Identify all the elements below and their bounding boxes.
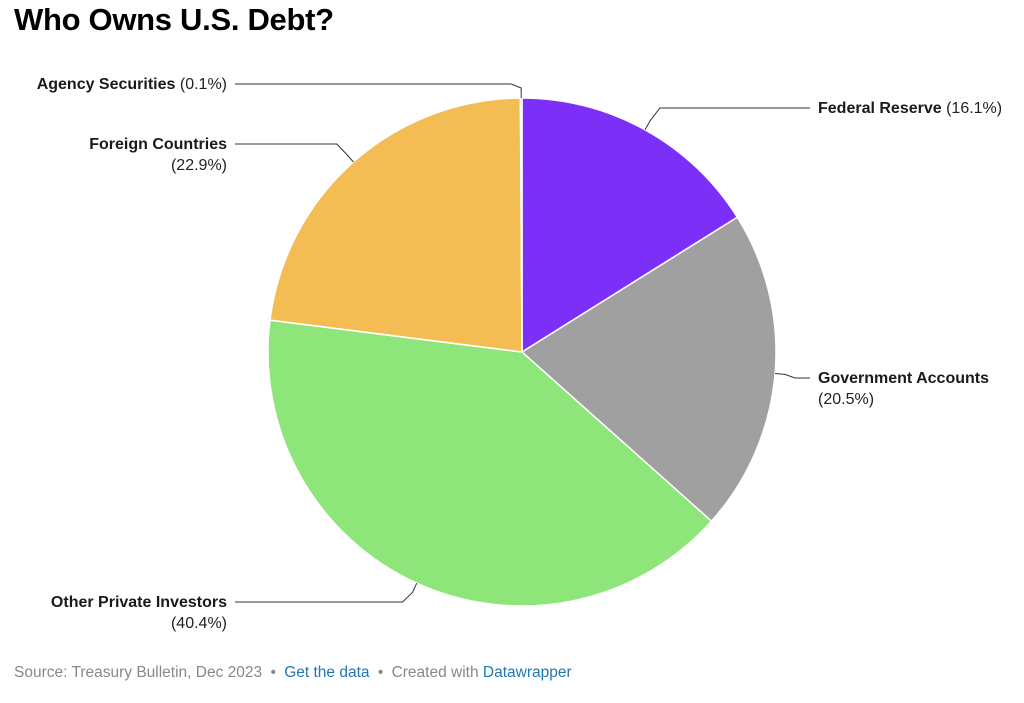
slice-value: (22.9%): [171, 157, 227, 174]
leader-line-foreign-countries: [235, 143, 354, 163]
slice-name: Government Accounts: [818, 370, 989, 387]
footer-separator: •: [270, 664, 276, 681]
chart-title: Who Owns U.S. Debt?: [14, 2, 334, 37]
slice-name: Agency Securities: [37, 76, 176, 93]
slice-label-government-accounts: Government Accounts (20.5%): [818, 370, 989, 408]
datawrapper-link[interactable]: Datawrapper: [482, 664, 572, 681]
leader-line-federal-reserve: [644, 107, 810, 131]
get-data-link[interactable]: Get the data: [284, 664, 370, 681]
slice-label-agency-securities: Agency Securities (0.1%): [37, 76, 227, 93]
slice-value: (16.1%): [942, 100, 1002, 117]
slice-name: Federal Reserve: [818, 100, 942, 117]
slice-label-other-private-investors: Other Private Investors (40.4%): [51, 594, 227, 632]
pie-slice-government-accounts[interactable]: [521, 216, 777, 522]
pie-slice-federal-reserve[interactable]: [521, 97, 739, 353]
slice-label-federal-reserve: Federal Reserve (16.1%): [818, 100, 1002, 117]
footer-separator: •: [377, 664, 384, 681]
chart-footer: Source: Treasury Bulletin, Dec 2023 • Ge…: [14, 664, 572, 682]
slice-value: (20.5%): [818, 391, 874, 408]
leader-line-agency-securities: [235, 83, 522, 99]
slice-value: (0.1%): [175, 76, 227, 93]
pie-slices: [267, 97, 777, 607]
slice-name: Other Private Investors: [51, 594, 227, 611]
leader-line-other-private-investors: [235, 582, 418, 603]
pie-slice-other-private-investors[interactable]: [267, 319, 713, 607]
slice-labels: Federal Reserve (16.1%) Government Accoun…: [37, 76, 1002, 632]
pie-chart: Federal Reserve (16.1%) Government Accoun…: [37, 76, 1002, 632]
leader-line-government-accounts: [775, 373, 810, 379]
slice-label-foreign-countries: Foreign Countries (22.9%): [89, 136, 227, 174]
pie-slice-foreign-countries[interactable]: [269, 97, 523, 353]
created-with-text: Created with: [391, 664, 479, 681]
slice-value: (40.4%): [171, 615, 227, 632]
slice-name: Foreign Countries: [89, 136, 227, 153]
source-text: Source: Treasury Bulletin, Dec 2023: [14, 664, 263, 681]
label-leader-lines: [235, 83, 810, 603]
